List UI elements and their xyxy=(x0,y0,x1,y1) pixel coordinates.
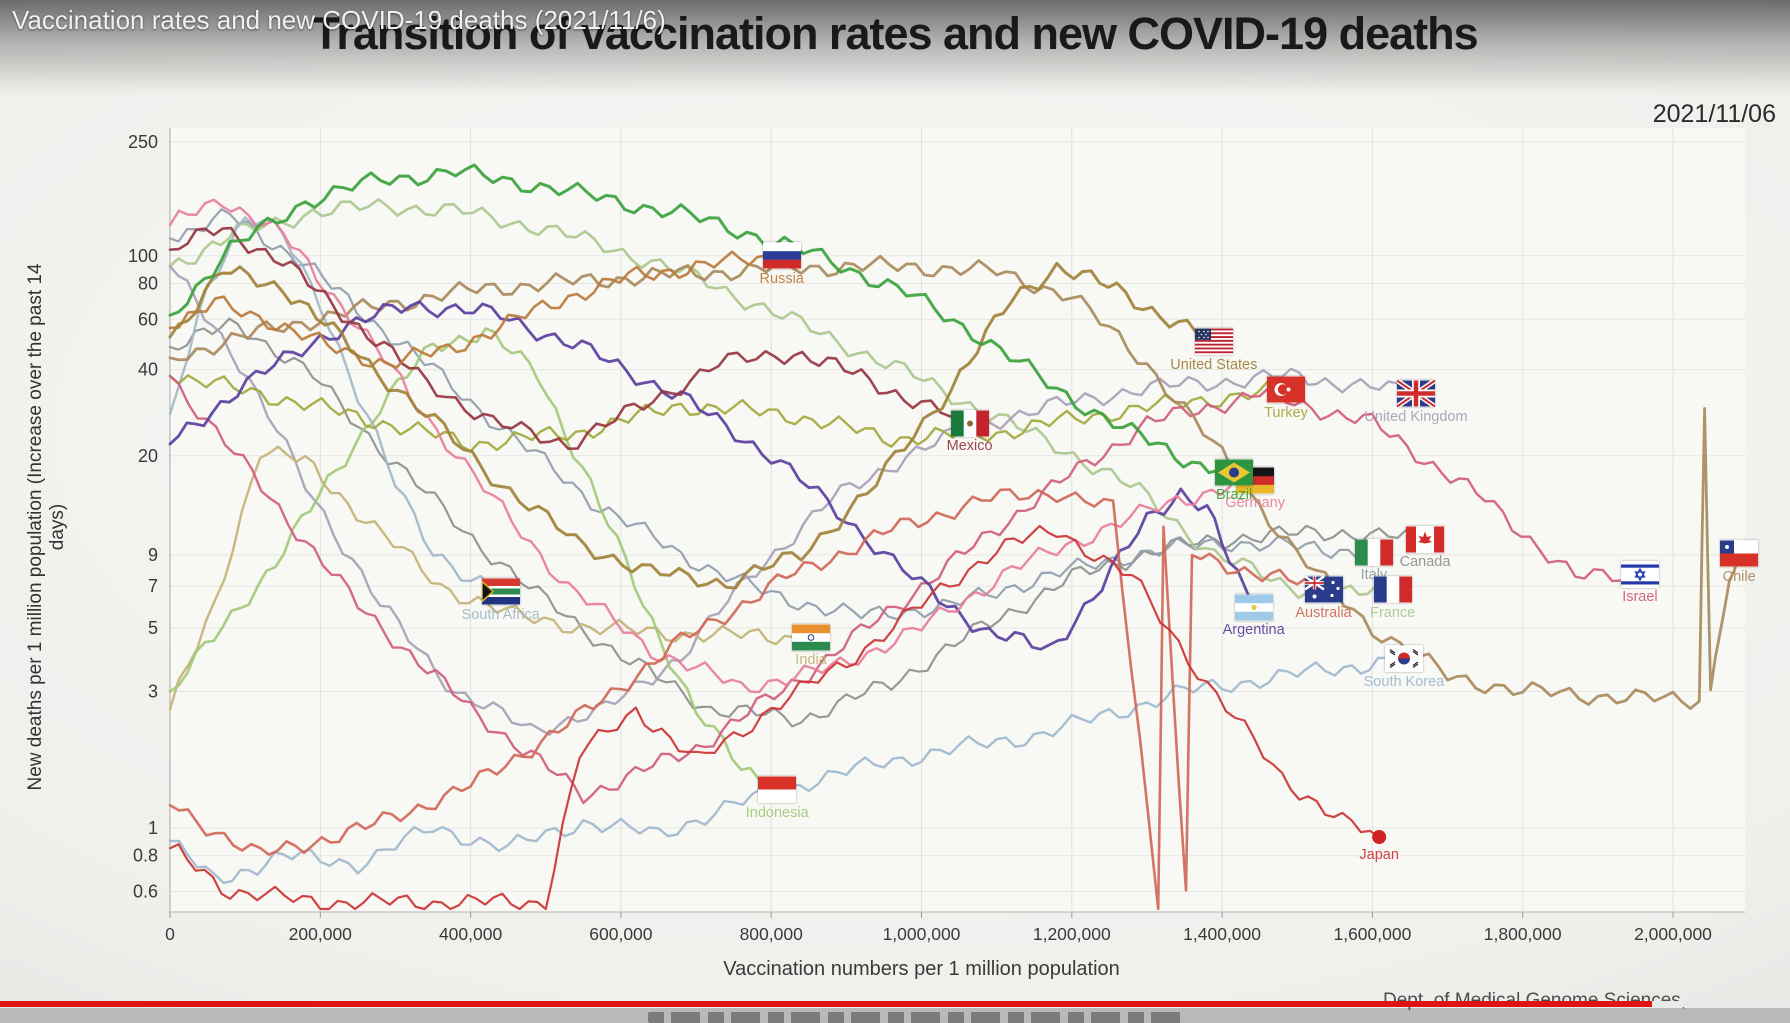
x-axis-label: Vaccination numbers per 1 million popula… xyxy=(723,958,1120,980)
japan-dot-marker xyxy=(1372,830,1387,845)
video-progress-bar[interactable] xyxy=(0,1001,1790,1007)
y-tick-label: 3 xyxy=(148,681,158,701)
country-label-south-africa: South Africa xyxy=(461,606,540,623)
country-label-argentina: Argentina xyxy=(1222,622,1285,639)
y-tick-label: 100 xyxy=(128,246,158,266)
y-tick-label: 0.8 xyxy=(133,846,158,866)
video-progress-played xyxy=(0,1001,1652,1007)
series-lines xyxy=(168,163,1741,911)
x-tick-label: 1,400,000 xyxy=(1183,924,1261,944)
series-line-australia xyxy=(168,488,1325,911)
country-label-france: France xyxy=(1370,604,1416,621)
x-tick-label: 1,200,000 xyxy=(1033,924,1111,944)
plot-background xyxy=(170,128,1745,912)
series-line-uk xyxy=(168,265,1418,736)
country-label-germany: Germany xyxy=(1225,495,1285,512)
x-tick-label: 800,000 xyxy=(740,924,804,944)
tick-labels: 250 100 80 60 40 20 9 7 5 3 1 0.8 0.6 0 200,000 400,000… xyxy=(128,132,1712,944)
country-label-uk: United Kingdom xyxy=(1364,408,1468,425)
series-line-usa xyxy=(168,261,1216,590)
flag-italy-icon xyxy=(1354,539,1393,566)
country-label-canada: Canada xyxy=(1399,554,1451,571)
flag-france-icon xyxy=(1373,576,1412,603)
y-tick-label: 80 xyxy=(138,274,158,294)
series-line-japan xyxy=(168,524,1381,911)
flag-canada-icon xyxy=(1406,526,1444,553)
country-label-brazil: Brazil xyxy=(1215,487,1253,504)
x-tick-label: 600,000 xyxy=(589,924,653,944)
y-tick-label: 20 xyxy=(138,446,158,466)
y-tick-label: 250 xyxy=(128,132,158,152)
country-label-south-korea: South Korea xyxy=(1363,673,1445,690)
country-label-mexico: Mexico xyxy=(946,438,993,455)
country-label-india: India xyxy=(795,652,827,669)
series-line-russia xyxy=(168,250,783,369)
flag-brazil-icon xyxy=(1215,459,1254,486)
country-label-israel: Israel xyxy=(1622,589,1658,606)
country-label-usa: United States xyxy=(1170,356,1258,373)
country-label-indonesia: Indonesia xyxy=(745,804,809,821)
flag-india-icon xyxy=(792,624,831,651)
y-tick-label: 5 xyxy=(148,618,158,638)
gridlines xyxy=(169,128,1745,912)
flag-mexico-icon xyxy=(950,410,989,437)
flag-usa-icon xyxy=(1194,328,1233,355)
series-line-brazil xyxy=(168,163,1236,475)
y-tick-label: 40 xyxy=(138,360,158,380)
country-label-australia: Australia xyxy=(1295,604,1352,621)
flag-australia-icon xyxy=(1304,576,1343,603)
series-line-italy xyxy=(168,208,1375,621)
x-tick-label: 400,000 xyxy=(439,924,503,944)
country-label-chile: Chile xyxy=(1722,568,1756,585)
flag-turkey-icon xyxy=(1266,376,1305,403)
y-tick-label: 9 xyxy=(148,545,158,565)
flag-chile-icon xyxy=(1720,540,1759,567)
flag-argentina-icon xyxy=(1234,594,1273,621)
series-line-canada xyxy=(168,317,1427,728)
series-line-chile xyxy=(168,254,1741,710)
flag-south-korea-icon xyxy=(1384,645,1423,672)
flag-uk-icon xyxy=(1396,380,1435,408)
flag-south-africa-icon xyxy=(481,578,520,605)
series-line-israel xyxy=(168,374,1642,805)
series-line-france xyxy=(168,198,1394,600)
y-tick-label: 0.6 xyxy=(133,881,158,901)
video-overlay-title: Vaccination rates and new COVID-19 death… xyxy=(12,5,666,35)
x-tick-label: 0 xyxy=(165,924,175,944)
x-tick-label: 1,000,000 xyxy=(883,924,961,944)
x-tick-label: 200,000 xyxy=(289,924,353,944)
x-tick-label: 1,600,000 xyxy=(1333,924,1411,944)
country-label-japan: Japan xyxy=(1359,847,1399,864)
x-tick-label: 1,800,000 xyxy=(1484,924,1562,944)
y-tick-label: 60 xyxy=(138,309,158,329)
country-label-russia: Russia xyxy=(759,270,804,287)
country-label-turkey: Turkey xyxy=(1264,404,1308,421)
flag-russia-icon xyxy=(762,242,801,269)
y-axis-label: New deaths per 1 million population (Inc… xyxy=(25,263,68,791)
series-line-turkey xyxy=(168,374,1288,453)
y-tick-label: 7 xyxy=(148,576,158,596)
series-line-mexico xyxy=(168,226,971,450)
chart-date-label: 2021/11/06 xyxy=(1652,100,1776,128)
flag-israel-icon xyxy=(1620,561,1659,588)
caption-blurred-text xyxy=(648,1012,1188,1023)
flag-indonesia-icon xyxy=(758,776,797,803)
y-tick-label: 1 xyxy=(148,818,158,838)
x-tick-label: 2,000,000 xyxy=(1634,924,1712,944)
